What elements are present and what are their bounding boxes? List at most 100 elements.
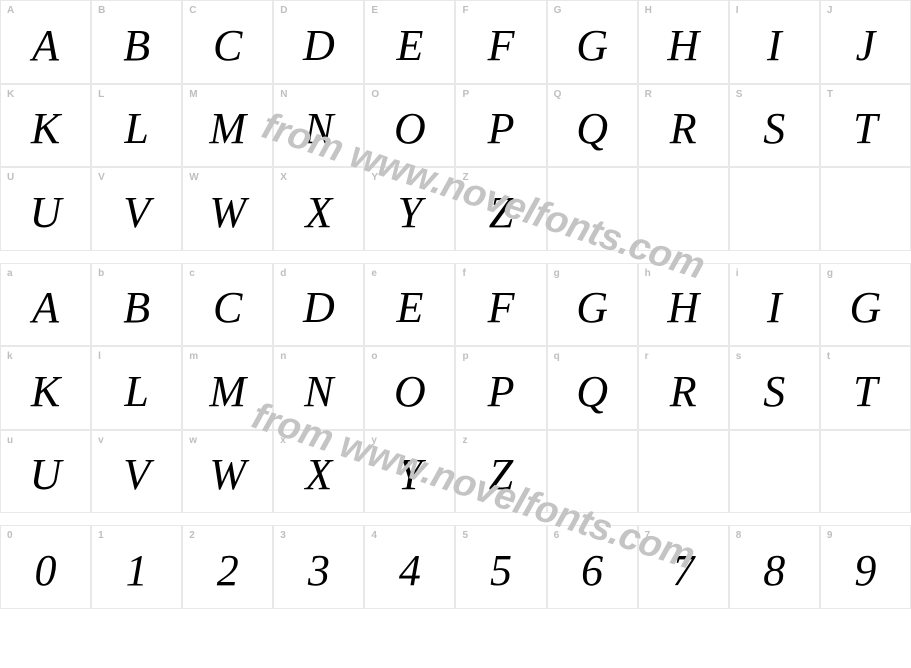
glyph-display: J: [856, 24, 876, 68]
glyph-display: 6: [581, 549, 603, 593]
glyph-cell: hH: [638, 263, 729, 347]
cell-label: t: [827, 351, 830, 362]
glyph-cell: 00: [0, 525, 91, 609]
cell-label: G: [554, 5, 562, 16]
glyph-display: O: [394, 107, 426, 151]
glyph-cell: xX: [273, 430, 364, 514]
glyph-cell: [547, 167, 638, 251]
glyph-display: 9: [854, 549, 876, 593]
glyph-row: KKLLMMNNOOPPQQRRSSTT: [0, 84, 911, 168]
glyph-row: 00112233445566778899: [0, 525, 911, 609]
cell-label: U: [7, 172, 14, 183]
glyph-display: O: [394, 370, 426, 414]
glyph-display: A: [32, 24, 59, 68]
glyph-display: S: [763, 107, 785, 151]
cell-label: e: [371, 268, 377, 279]
cell-label: P: [462, 89, 469, 100]
cell-label: Y: [371, 172, 378, 183]
glyph-display: K: [31, 370, 60, 414]
glyph-cell: TT: [820, 84, 911, 168]
glyph-cell: [820, 167, 911, 251]
glyph-display: G: [850, 286, 882, 330]
glyph-display: N: [304, 370, 333, 414]
cell-label: D: [280, 5, 287, 16]
glyph-cell: [729, 167, 820, 251]
glyph-display: E: [396, 286, 423, 330]
cell-label: s: [736, 351, 742, 362]
glyph-cell: [547, 430, 638, 514]
cell-label: g: [827, 268, 833, 279]
cell-label: d: [280, 268, 286, 279]
glyph-cell: II: [729, 0, 820, 84]
glyph-cell: nN: [273, 346, 364, 430]
glyph-cell: GG: [547, 0, 638, 84]
cell-label: C: [189, 5, 196, 16]
cell-label: R: [645, 89, 652, 100]
glyph-display: 2: [217, 549, 239, 593]
cell-label: h: [645, 268, 651, 279]
glyph-cell: NN: [273, 84, 364, 168]
glyph-display: U: [30, 453, 62, 497]
glyph-row: uUvVwWxXyYzZ: [0, 430, 911, 514]
glyph-cell: VV: [91, 167, 182, 251]
glyph-display: P: [488, 107, 515, 151]
cell-label: K: [7, 89, 14, 100]
cell-label: 2: [189, 530, 195, 541]
glyph-cell: [729, 430, 820, 514]
glyph-cell: cC: [182, 263, 273, 347]
glyph-cell: QQ: [547, 84, 638, 168]
cell-label: Z: [462, 172, 468, 183]
glyph-cell: XX: [273, 167, 364, 251]
glyph-display: R: [670, 107, 697, 151]
glyph-display: Q: [576, 370, 608, 414]
cell-label: 3: [280, 530, 286, 541]
glyph-display: H: [667, 286, 699, 330]
glyph-display: W: [209, 453, 246, 497]
cell-label: 5: [462, 530, 468, 541]
glyph-cell: BB: [91, 0, 182, 84]
glyph-cell: 55: [455, 525, 546, 609]
glyph-cell: JJ: [820, 0, 911, 84]
cell-label: x: [280, 435, 286, 446]
cell-label: c: [189, 268, 195, 279]
cell-label: m: [189, 351, 198, 362]
glyph-display: V: [123, 191, 150, 235]
glyph-cell: 66: [547, 525, 638, 609]
cell-label: A: [7, 5, 14, 16]
glyph-cell: 33: [273, 525, 364, 609]
glyph-display: 4: [399, 549, 421, 593]
glyph-cell: OO: [364, 84, 455, 168]
glyph-cell: ZZ: [455, 167, 546, 251]
spacer-row: [0, 513, 911, 525]
cell-label: f: [462, 268, 465, 279]
glyph-cell: qQ: [547, 346, 638, 430]
cell-label: 4: [371, 530, 377, 541]
glyph-cell: KK: [0, 84, 91, 168]
glyph-cell: zZ: [455, 430, 546, 514]
glyph-cell: [820, 430, 911, 514]
glyph-display: I: [767, 24, 782, 68]
glyph-cell: EE: [364, 0, 455, 84]
cell-label: J: [827, 5, 833, 16]
glyph-display: 8: [763, 549, 785, 593]
cell-label: n: [280, 351, 286, 362]
cell-label: p: [462, 351, 468, 362]
glyph-cell: RR: [638, 84, 729, 168]
cell-label: z: [462, 435, 467, 446]
glyph-display: 1: [126, 549, 148, 593]
glyph-cell: 22: [182, 525, 273, 609]
glyph-display: G: [576, 24, 608, 68]
glyph-display: M: [209, 107, 246, 151]
glyph-display: S: [763, 370, 785, 414]
cell-label: 0: [7, 530, 13, 541]
cell-label: y: [371, 435, 377, 446]
cell-label: M: [189, 89, 197, 100]
cell-label: E: [371, 5, 378, 16]
cell-label: 1: [98, 530, 104, 541]
glyph-display: T: [853, 107, 877, 151]
glyph-cell: SS: [729, 84, 820, 168]
glyph-cell: UU: [0, 167, 91, 251]
glyph-display: N: [304, 107, 333, 151]
glyph-cell: CC: [182, 0, 273, 84]
glyph-display: I: [767, 286, 782, 330]
